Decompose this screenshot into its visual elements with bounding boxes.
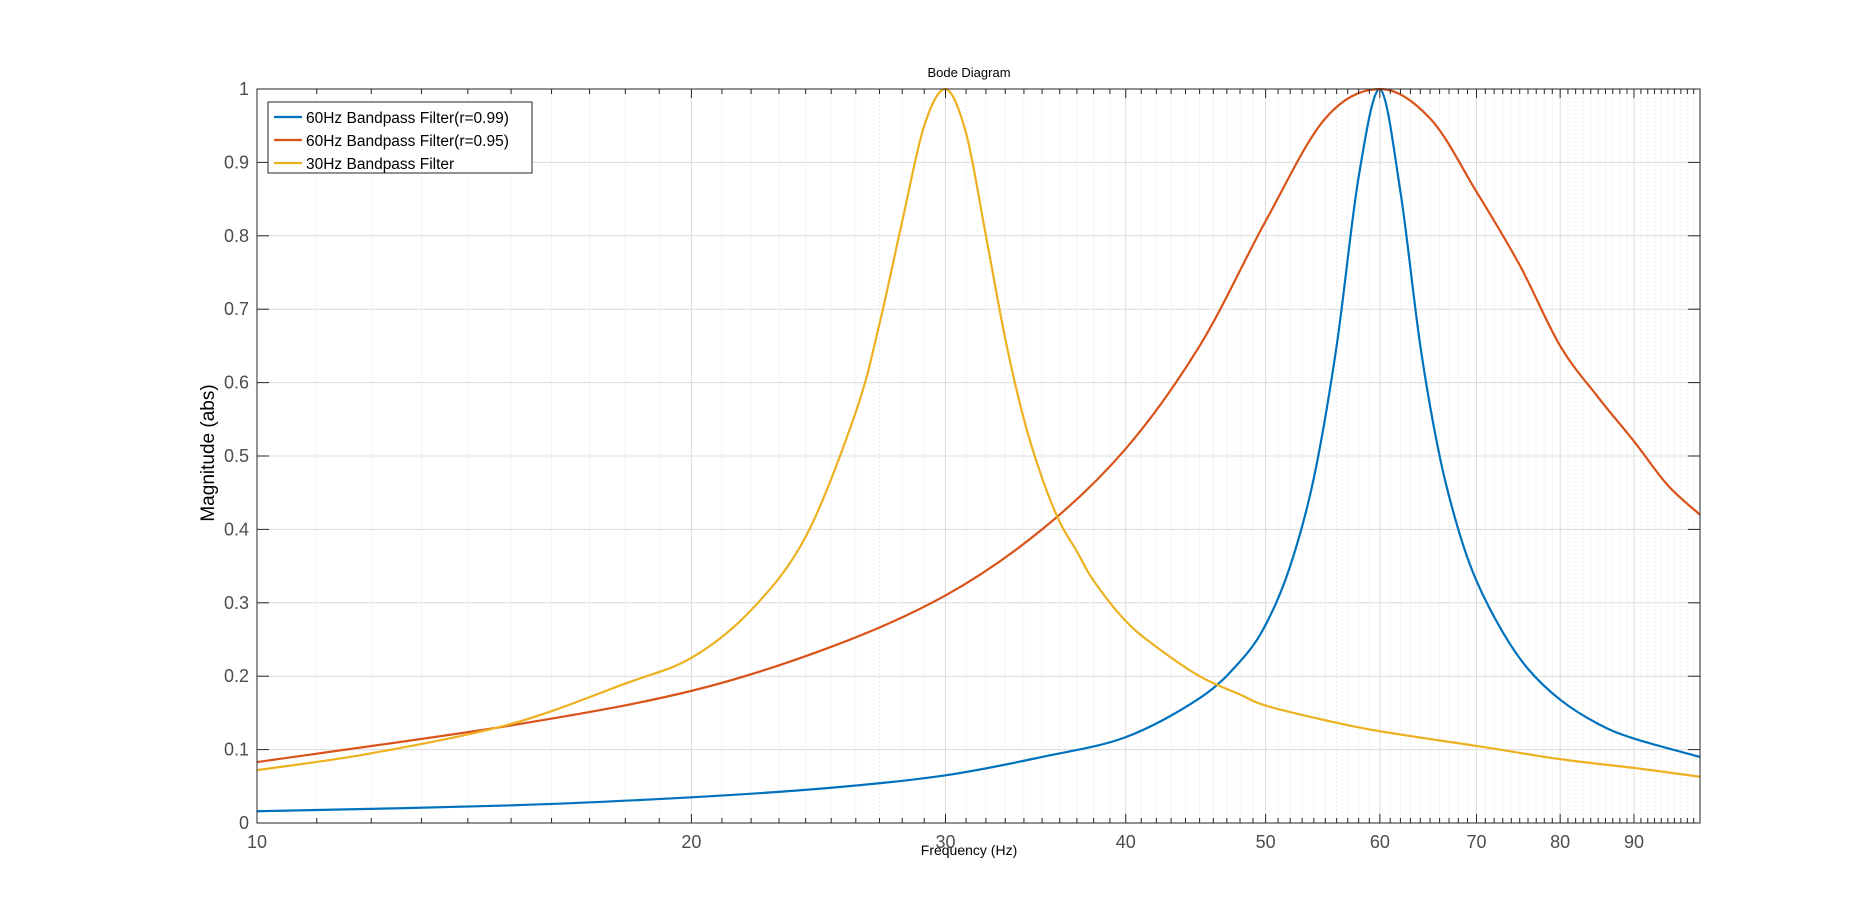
x-tick-label: 90 [1624,832,1644,852]
chart-title: Bode Diagram [927,65,1010,80]
x-tick-label: 50 [1256,832,1276,852]
y-tick-label: 0.7 [224,299,249,319]
x-tick-labels: 10 20 30 40 50 60 70 80 90 [247,832,1644,852]
y-tick-label: 0.1 [224,740,249,760]
x-axis-label: Frequency (Hz) [921,842,1017,858]
series-line-3 [256,87,1701,778]
y-tick-label: 0.3 [224,593,249,613]
series-line-2 [256,87,1701,764]
y-tick-label: 0.9 [224,152,249,172]
x-tick-label: 70 [1466,832,1486,852]
x-tick-label: 30 [935,832,955,852]
y-tick-label: 0.5 [224,446,249,466]
y-tick-label: 1 [239,79,249,99]
x-tick-label: 10 [247,832,267,852]
x-tick-label: 40 [1116,832,1136,852]
legend-label-1: 60Hz Bandpass Filter(r=0.99) [306,110,509,127]
x-tick-label: 60 [1370,832,1390,852]
tick-marks [256,88,1700,824]
legend-box [267,101,533,174]
y-tick-label: 0.6 [224,373,249,393]
y-axis-label: Magnitude (abs) [198,384,219,521]
legend-label-3: 30Hz Bandpass Filter [306,156,454,173]
y-tick-label: 0.8 [224,226,249,246]
y-tick-label: 0 [239,813,249,833]
legend-label-2: 60Hz Bandpass Filter(r=0.95) [306,133,509,150]
plot-area: 10 20 30 40 50 60 70 80 90 0 0.1 0.2 0.3 0.4 0.5 0.6 0.… [224,79,1701,852]
legend: 60Hz Bandpass Filter(r=0.99) 60Hz Bandpas… [267,101,533,174]
series-layer [256,87,1701,813]
y-tick-label: 0.4 [224,519,249,539]
y-tick-labels: 0 0.1 0.2 0.3 0.4 0.5 0.6 0.7 0.8 0.9 1 [224,79,249,833]
x-tick-label: 20 [681,832,701,852]
y-tick-label: 0.2 [224,666,249,686]
series-line-1 [256,87,1701,813]
x-tick-label: 80 [1550,832,1570,852]
